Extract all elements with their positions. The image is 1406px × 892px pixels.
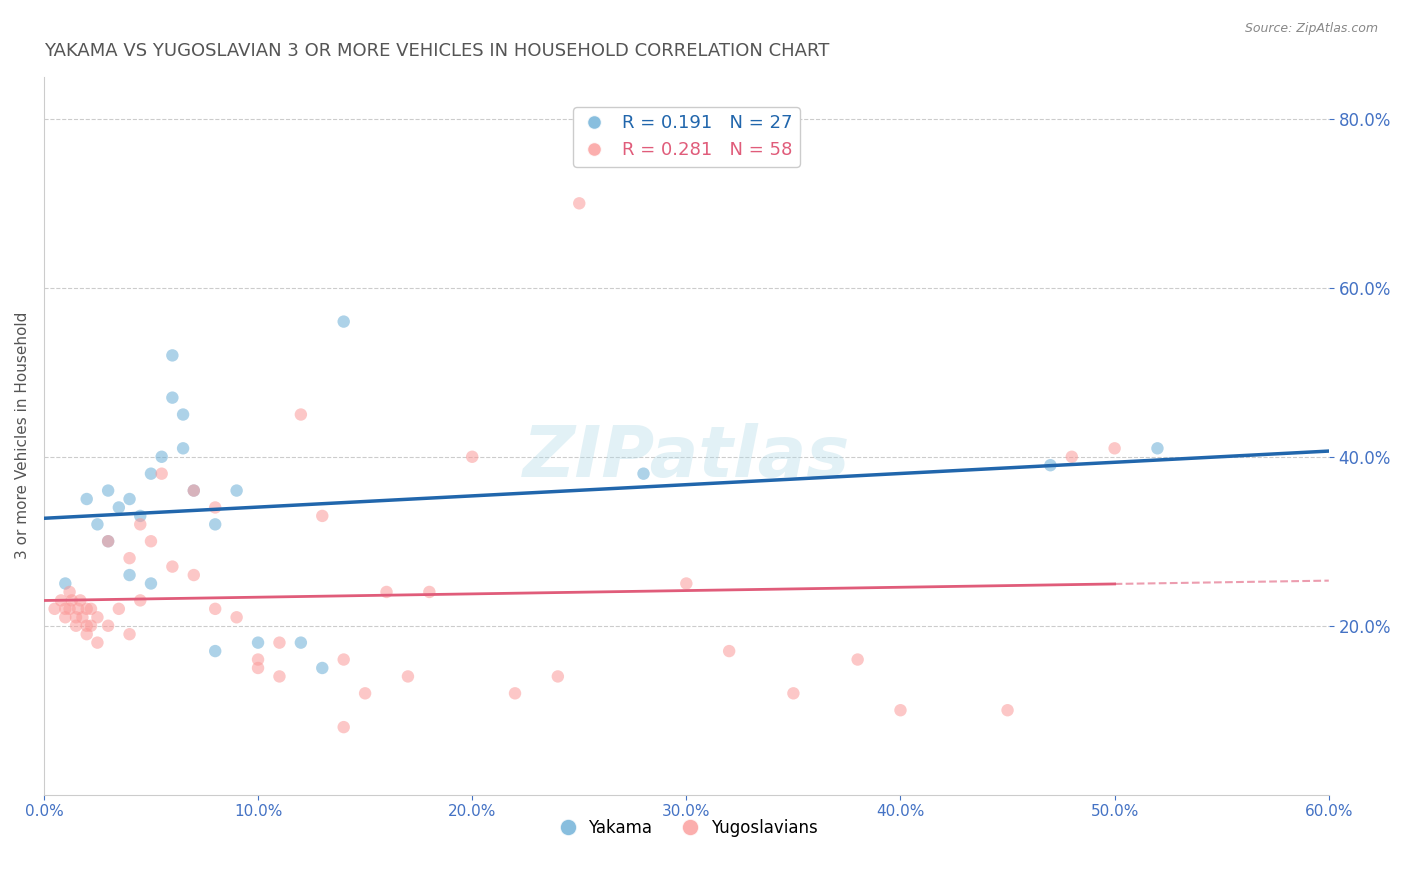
Point [675, 576, 697, 591]
Point [247, 652, 270, 666]
Point [290, 408, 312, 422]
Point [118, 627, 141, 641]
Point [44, 602, 66, 616]
Point [139, 534, 162, 549]
Point [86, 610, 108, 624]
Point [225, 610, 247, 624]
Point [503, 686, 526, 700]
Text: YAKAMA VS YUGOSLAVIAN 3 OR MORE VEHICLES IN HOUSEHOLD CORRELATION CHART: YAKAMA VS YUGOSLAVIAN 3 OR MORE VEHICLES… [44, 42, 830, 60]
Point [183, 483, 205, 498]
Point [204, 644, 226, 658]
Point [354, 686, 377, 700]
Point [1104, 442, 1126, 456]
Point [108, 602, 131, 616]
Point [118, 551, 141, 566]
Point [108, 500, 131, 515]
Point [396, 669, 419, 683]
Point [97, 534, 120, 549]
Point [846, 652, 869, 666]
Point [418, 585, 440, 599]
Legend: Yakama, Yugoslavians: Yakama, Yugoslavians [548, 813, 824, 844]
Point [269, 635, 291, 649]
Point [49, 593, 72, 607]
Point [162, 348, 184, 362]
Text: Source: ZipAtlas.com: Source: ZipAtlas.com [1244, 22, 1378, 36]
Point [72, 610, 94, 624]
Point [633, 467, 655, 481]
Point [332, 315, 354, 329]
Point [889, 703, 911, 717]
Point [172, 408, 194, 422]
Point [80, 619, 103, 633]
Point [568, 196, 591, 211]
Point [332, 652, 354, 666]
Point [204, 517, 226, 532]
Point [76, 627, 98, 641]
Point [65, 610, 87, 624]
Point [375, 585, 398, 599]
Point [183, 568, 205, 582]
Point [183, 483, 205, 498]
Point [97, 483, 120, 498]
Point [97, 534, 120, 549]
Point [150, 467, 173, 481]
Point [139, 467, 162, 481]
Point [718, 644, 741, 658]
Point [65, 619, 87, 633]
Point [129, 508, 152, 523]
Point [311, 508, 333, 523]
Point [150, 450, 173, 464]
Point [118, 568, 141, 582]
Point [997, 703, 1019, 717]
Point [269, 669, 291, 683]
Point [69, 593, 91, 607]
Point [67, 602, 90, 616]
Point [162, 391, 184, 405]
Point [1060, 450, 1083, 464]
Point [547, 669, 569, 683]
Y-axis label: 3 or more Vehicles in Household: 3 or more Vehicles in Household [15, 312, 30, 559]
Point [1146, 442, 1168, 456]
Point [782, 686, 804, 700]
Point [53, 610, 76, 624]
Point [60, 593, 83, 607]
Point [76, 619, 98, 633]
Point [162, 559, 184, 574]
Point [225, 483, 247, 498]
Point [129, 517, 152, 532]
Point [204, 500, 226, 515]
Point [247, 635, 270, 649]
Point [118, 491, 141, 506]
Point [76, 491, 98, 506]
Point [58, 585, 80, 599]
Point [172, 442, 194, 456]
Point [461, 450, 484, 464]
Point [129, 593, 152, 607]
Text: ZIPatlas: ZIPatlas [523, 423, 851, 491]
Point [86, 517, 108, 532]
Point [80, 602, 103, 616]
Point [53, 602, 76, 616]
Point [58, 602, 80, 616]
Point [204, 602, 226, 616]
Point [247, 661, 270, 675]
Point [311, 661, 333, 675]
Point [139, 576, 162, 591]
Point [332, 720, 354, 734]
Point [290, 635, 312, 649]
Point [86, 635, 108, 649]
Point [76, 602, 98, 616]
Point [1039, 458, 1062, 473]
Point [53, 576, 76, 591]
Point [97, 619, 120, 633]
